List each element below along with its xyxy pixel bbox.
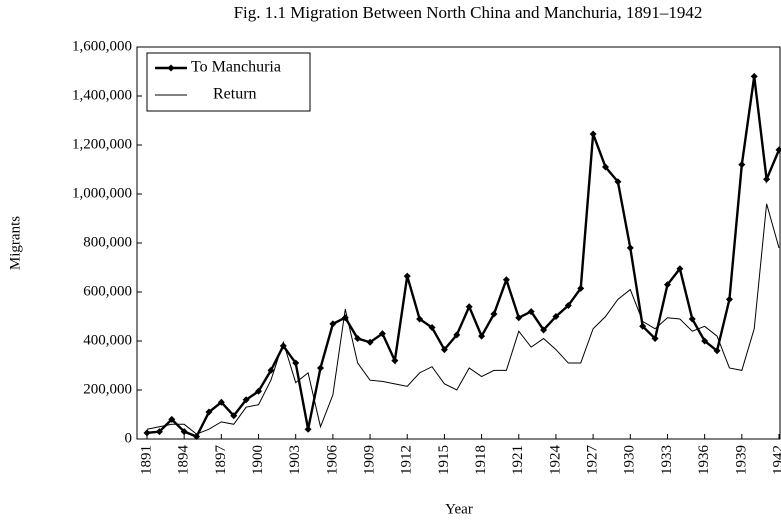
point-marker: [564, 301, 572, 309]
point-marker: [663, 281, 671, 289]
legend-marker: [167, 64, 175, 72]
point-marker: [750, 72, 758, 80]
point-marker: [180, 428, 188, 436]
point-marker: [267, 366, 275, 374]
point-marker: [589, 130, 597, 138]
y-tick-label: 0: [125, 430, 133, 446]
point-marker: [577, 284, 585, 292]
legend-box: [146, 52, 311, 112]
y-tick-label: 1,200,000: [72, 136, 132, 152]
point-marker: [676, 265, 684, 273]
y-tick-label: 200,000: [83, 381, 132, 397]
point-marker: [502, 276, 510, 284]
legend-label: Return: [213, 86, 257, 103]
point-marker: [292, 359, 300, 367]
point-marker: [490, 310, 498, 318]
point-marker: [552, 313, 560, 320]
point-marker: [354, 335, 362, 343]
point-marker: [465, 303, 473, 311]
x-tick-label: 1942: [770, 445, 781, 475]
point-marker: [478, 332, 486, 340]
point-marker: [651, 335, 659, 343]
x-tick-label: 1897: [213, 445, 229, 476]
point-marker: [242, 396, 250, 404]
point-marker: [168, 415, 176, 423]
x-tick-label: 1894: [176, 445, 192, 476]
point-marker: [391, 357, 399, 365]
series-line: [146, 203, 780, 435]
point-marker: [416, 315, 424, 323]
point-marker: [639, 322, 647, 330]
point-marker: [329, 320, 337, 328]
x-tick-label: 1915: [436, 445, 452, 475]
x-tick-label: 1906: [324, 445, 340, 476]
point-marker: [602, 163, 610, 171]
point-marker: [304, 425, 312, 433]
point-marker: [614, 178, 622, 186]
y-tick-label: 1,400,000: [72, 87, 132, 103]
point-marker: [155, 428, 163, 436]
y-tick-label: 800,000: [83, 234, 132, 250]
chart-title: Fig. 1.1 Migration Between North China a…: [234, 3, 703, 22]
point-marker: [540, 326, 548, 334]
x-tick-label: 1939: [733, 445, 749, 475]
x-tick-label: 1921: [510, 445, 526, 475]
point-marker: [701, 337, 709, 345]
y-tick-label: 600,000: [83, 283, 132, 299]
point-marker: [738, 161, 746, 169]
point-marker: [255, 387, 263, 395]
x-tick-label: 1930: [622, 445, 638, 475]
x-tick-label: 1891: [138, 445, 154, 475]
point-marker: [775, 146, 781, 154]
point-marker: [205, 408, 213, 416]
point-marker: [725, 295, 733, 303]
point-marker: [527, 308, 535, 316]
point-marker: [230, 412, 238, 420]
point-marker: [403, 272, 411, 280]
x-tick-label: 1918: [473, 445, 489, 475]
x-tick-label: 1900: [250, 445, 266, 475]
point-marker: [316, 364, 324, 372]
x-tick-label: 1933: [659, 445, 675, 475]
x-tick-label: 1927: [585, 445, 601, 476]
point-marker: [515, 314, 523, 322]
x-tick-label: 1924: [547, 445, 563, 476]
point-marker: [453, 331, 461, 339]
point-marker: [763, 175, 771, 183]
point-marker: [713, 347, 721, 355]
legend-label: To Manchuria: [191, 59, 281, 76]
point-marker: [626, 244, 634, 252]
y-axis-label: Migrants: [7, 216, 23, 270]
point-marker: [217, 398, 225, 406]
point-marker: [688, 315, 696, 323]
point-marker: [378, 330, 386, 338]
x-tick-label: 1912: [399, 445, 415, 475]
y-tick-label: 1,600,000: [72, 38, 132, 54]
x-tick-label: 1936: [696, 445, 712, 476]
y-tick-label: 400,000: [83, 332, 132, 348]
x-tick-label: 1903: [287, 445, 303, 475]
point-marker: [193, 433, 201, 441]
x-tick-label: 1909: [361, 445, 377, 475]
point-marker: [143, 429, 151, 437]
x-axis-label: Year: [445, 501, 473, 517]
series-line: [146, 76, 781, 439]
point-marker: [428, 324, 436, 332]
point-marker: [440, 346, 448, 354]
y-tick-label: 1,000,000: [72, 185, 132, 201]
point-marker: [366, 338, 374, 346]
